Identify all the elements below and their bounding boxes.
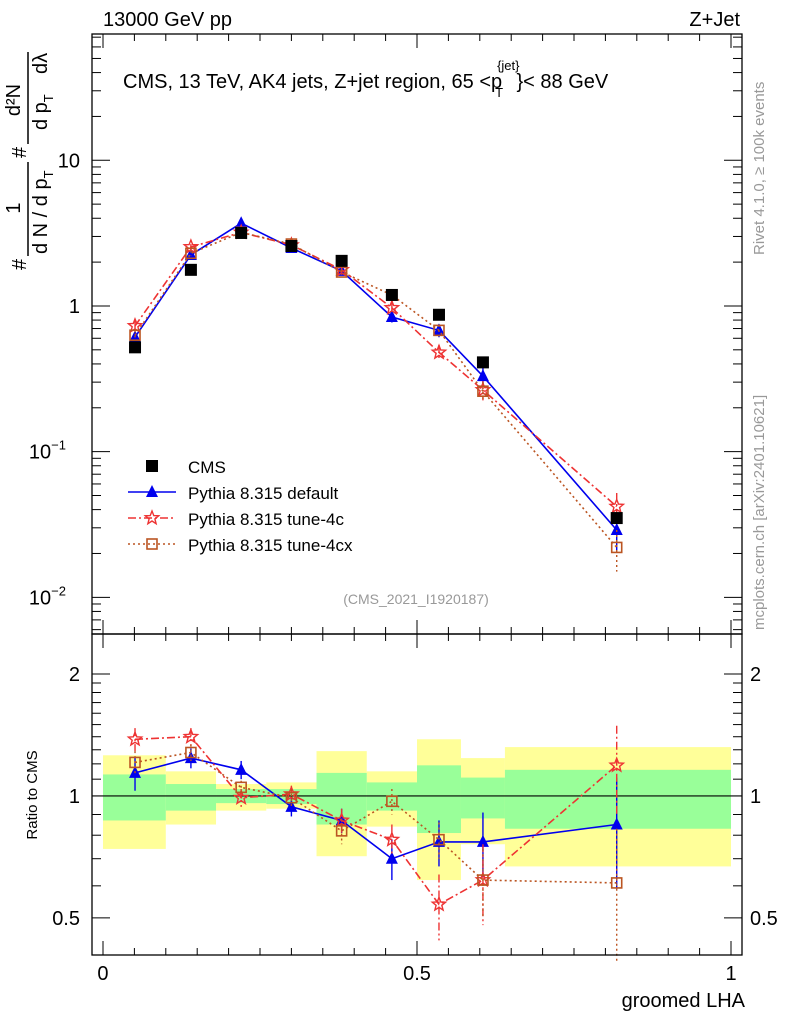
tune4cx-point — [477, 874, 489, 886]
cms-point — [285, 239, 298, 252]
tune4c-point — [383, 830, 401, 847]
ylabel-hash1: # — [9, 258, 31, 270]
ylabel-den2: d pT — [30, 94, 56, 130]
tune4cx-point — [433, 833, 445, 846]
legend-tune4c-marker — [143, 509, 161, 526]
ratio-y-tick-label: 1 — [69, 786, 80, 808]
cms-point — [476, 356, 489, 369]
ratio-panel-marks — [126, 725, 626, 962]
legend-cms-marker — [146, 460, 158, 472]
x-tick-label: 0 — [97, 963, 108, 985]
default-point — [235, 762, 248, 775]
tune4cx-point — [185, 746, 197, 759]
tune4cx-point — [610, 877, 623, 889]
y-tick-label: 10 — [58, 150, 80, 172]
default-point — [610, 817, 623, 830]
ratio-y-tick-label-right: 2 — [750, 664, 761, 686]
tune4cx-point — [335, 825, 348, 837]
tune4cx-point — [386, 795, 398, 808]
default-point — [385, 309, 398, 322]
header-left: 13000 GeV pp — [103, 9, 232, 31]
ratio-y-tick-label: 2 — [69, 664, 80, 686]
legend-tune4cx-label: Pythia 8.315 tune-4cx — [188, 536, 353, 555]
tune4cx-point — [129, 756, 141, 769]
tune4cx-line — [134, 231, 618, 548]
default-point — [184, 247, 197, 260]
tune4cx-point — [285, 791, 298, 804]
tune4c-point — [232, 788, 250, 806]
tune4c-point — [126, 730, 144, 747]
tune4c-point — [182, 238, 200, 255]
plot-title: CMS, 13 TeV, AK4 jets, Z+jet region, 65 … — [123, 58, 609, 100]
legend-tune4cx-marker — [146, 538, 158, 550]
tune4cx-point — [335, 266, 348, 278]
uncertainty-band-inner — [460, 777, 505, 819]
y-tick-label: 10−1 — [29, 438, 66, 464]
cms-point — [129, 341, 142, 354]
tune4c-point — [608, 497, 626, 514]
header-right: Z+Jet — [689, 9, 740, 31]
legend-default-marker — [146, 485, 158, 497]
y-tick-label: 1 — [69, 296, 80, 318]
ylabel-num1: 1 — [3, 202, 25, 213]
tune4cx-point — [433, 324, 445, 337]
main-panel-marks — [126, 216, 626, 572]
analysis-id: (CMS_2021_I1920187) — [343, 591, 489, 607]
legend-cms-label: CMS — [188, 458, 226, 477]
ratio-y-tick-label-right: 1 — [750, 786, 761, 808]
ylabel-num2: d²N — [3, 84, 25, 116]
cms-point — [385, 288, 398, 301]
rivet-label: Rivet 4.1.0, ≥ 100k events — [751, 82, 768, 255]
ratio-y-tick-label: 0.5 — [52, 908, 80, 930]
tune4cx-point — [235, 781, 247, 794]
default-point — [476, 834, 489, 847]
legend-tune4c-label: Pythia 8.315 tune-4c — [188, 510, 344, 529]
legend-default-label: Pythia 8.315 default — [188, 484, 339, 503]
ylabel-hash2: # — [9, 146, 31, 158]
y-tick-label: 10−2 — [29, 583, 66, 609]
ylabel-dlambda: dλ — [30, 53, 52, 74]
tune4cx-point — [610, 541, 623, 554]
tune4c-point — [608, 756, 626, 773]
tune4cx-point — [477, 385, 489, 397]
title-sub: T — [495, 85, 503, 100]
tune4c-point — [430, 343, 448, 360]
tune4c-point — [182, 727, 200, 745]
uncertainty-band-inner — [165, 784, 217, 811]
cms-point — [335, 254, 348, 267]
cms-point — [184, 263, 197, 276]
ratio-y-tick-label-right: 0.5 — [750, 908, 778, 930]
cms-point — [610, 512, 623, 525]
tune4cx-point — [129, 329, 141, 341]
default-point — [235, 216, 248, 229]
xlabel: groomed LHA — [622, 990, 746, 1012]
default-point — [610, 522, 623, 535]
legend: CMS Pythia 8.315 default Pythia 8.315 tune… — [128, 458, 353, 555]
x-tick-label: 0.5 — [403, 963, 431, 985]
tune4c-point — [126, 316, 144, 334]
title-main: CMS, 13 TeV, AK4 jets, Z+jet region, 65 … — [123, 71, 502, 93]
tune4c-point — [430, 895, 448, 912]
default-point — [385, 851, 398, 864]
mcplots-label: mcplots.cern.ch [arXiv:2401.10621] — [751, 395, 768, 630]
default-point — [432, 323, 445, 336]
tune4c-point — [383, 298, 401, 316]
ylabel-den1: d N / d pT — [30, 170, 56, 254]
tune4cx-point — [185, 247, 197, 260]
title-end: }< 88 GeV — [517, 71, 609, 93]
x-tick-label: 1 — [725, 963, 736, 985]
main-ylabel: # 1 d N / d pT # d²N d pT dλ — [3, 52, 56, 270]
axes: 0 0.5 1 10−2 10−1 1 10 0.5 0.5 1 1 2 2 — [29, 33, 778, 985]
cms-point — [432, 308, 445, 321]
cms-point — [235, 226, 248, 239]
title-sup: {jet} — [497, 58, 520, 73]
default-point — [476, 369, 489, 382]
ratio-ylabel: Ratio to CMS — [24, 750, 41, 839]
uncertainty-band-inner — [504, 769, 732, 829]
